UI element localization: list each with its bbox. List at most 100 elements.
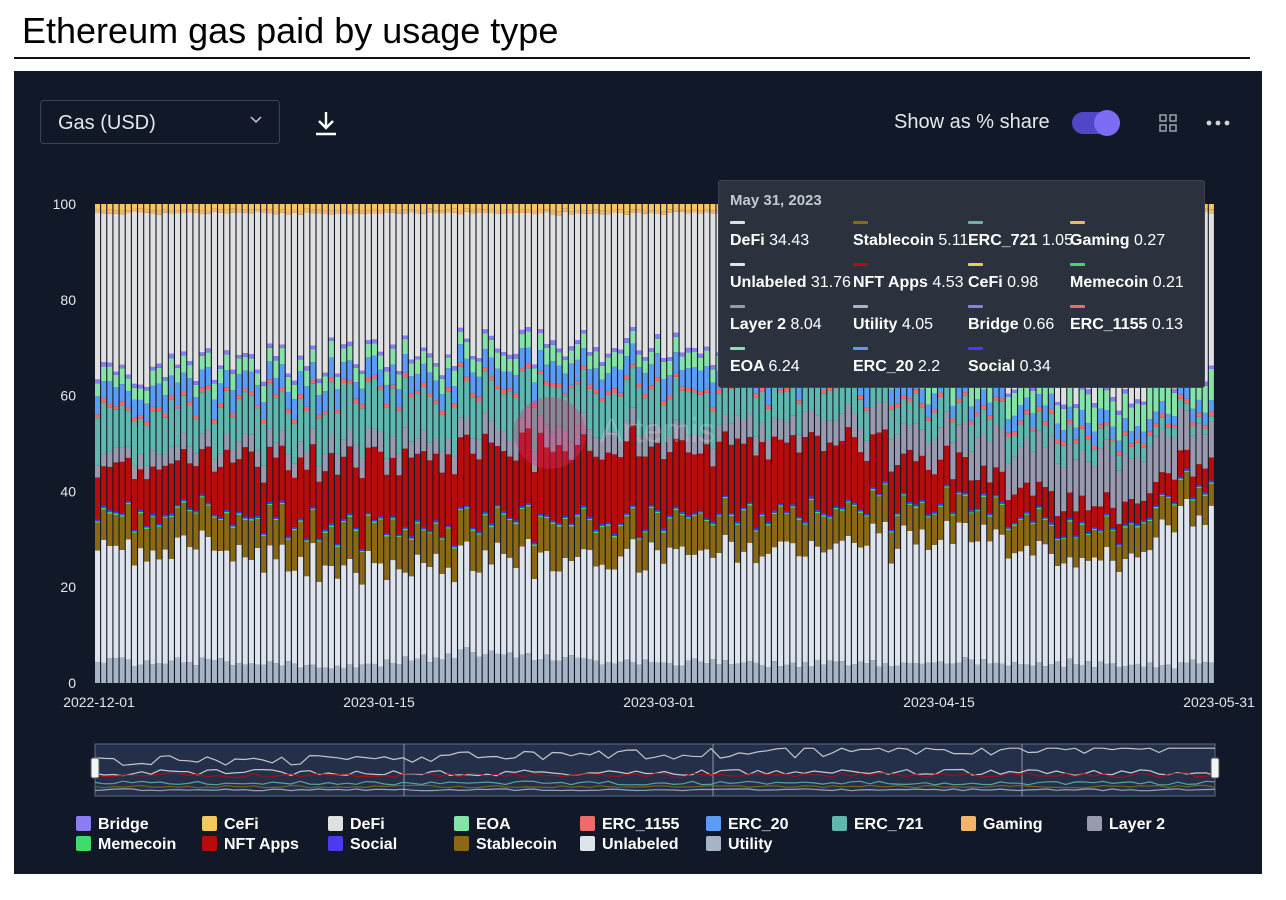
- bar-segment-erc-1155: [236, 395, 242, 399]
- navigator-handle[interactable]: [1210, 757, 1220, 779]
- bar-segment-stablecoin: [895, 516, 901, 549]
- bar-segment-social: [839, 507, 845, 510]
- legend-item[interactable]: EOA: [454, 816, 511, 836]
- bar-segment-utility: [187, 662, 193, 683]
- bar-segment-erc-20: [101, 381, 107, 399]
- bar-segment-cefi: [310, 204, 316, 210]
- bar-segment-layer-2: [279, 430, 285, 446]
- bar-segment-erc-1155: [107, 404, 113, 408]
- bar-segment-erc-20: [451, 386, 457, 404]
- legend-item[interactable]: Layer 2: [1087, 816, 1165, 836]
- bar-segment-memecoin: [907, 503, 913, 505]
- bar-segment-eoa: [950, 386, 956, 406]
- bar-segment-erc-721: [476, 401, 482, 440]
- bar-segment-erc-20: [685, 368, 691, 389]
- bar-segment-erc-721: [144, 425, 150, 466]
- bar-segment-nft-apps: [175, 460, 181, 505]
- bar-segment-cefi: [230, 204, 236, 209]
- bar-segment-cefi: [156, 204, 162, 211]
- bar-segment-erc-1155: [784, 387, 790, 392]
- legend-item[interactable]: Bridge: [76, 816, 149, 836]
- bar-segment-stablecoin: [1122, 527, 1128, 559]
- bar-segment-eoa: [279, 348, 285, 365]
- bar-segment-erc-721: [519, 371, 525, 418]
- bar-segment-memecoin: [1190, 499, 1196, 501]
- legend-item[interactable]: ERC_1155: [580, 816, 679, 836]
- bar-segment-gaming: [347, 211, 353, 215]
- legend-item[interactable]: CeFi: [202, 816, 259, 836]
- bar-segment-erc-20: [679, 370, 685, 387]
- bar-segment-bridge: [685, 347, 691, 353]
- x-tick-label: 2022-12-01: [63, 694, 135, 710]
- navigator-handle[interactable]: [90, 757, 100, 779]
- bar-segment-defi: [150, 213, 156, 367]
- bar-segment-eoa: [636, 354, 642, 367]
- bar-segment-utility: [445, 653, 451, 683]
- bar-segment-social: [538, 513, 544, 516]
- legend-item[interactable]: DeFi: [328, 816, 385, 836]
- bar-segment-erc-20: [162, 395, 168, 415]
- bar-segment-memecoin: [218, 518, 224, 521]
- bar-segment-erc-1155: [913, 389, 919, 394]
- bar-segment-eoa: [562, 359, 568, 374]
- metric-dropdown[interactable]: Gas (USD): [40, 100, 280, 144]
- tooltip-series-label: Stablecoin: [853, 232, 939, 249]
- legend-item[interactable]: Gaming: [961, 816, 1043, 836]
- legend-item[interactable]: Social: [328, 836, 397, 856]
- bar-segment-social: [451, 545, 457, 548]
- bar-segment-layer-2: [802, 411, 808, 438]
- bar-segment-nft-apps: [759, 441, 765, 514]
- bar-segment-memecoin: [1208, 482, 1214, 484]
- bar-segment-erc-20: [661, 378, 667, 401]
- bar-segment-layer-2: [347, 428, 353, 447]
- bar-segment-bridge: [341, 344, 347, 349]
- bar-segment-memecoin: [230, 526, 236, 529]
- bar-segment-eoa: [384, 371, 390, 385]
- legend-item[interactable]: NFT Apps: [202, 836, 299, 856]
- bar-segment-bridge: [138, 384, 144, 389]
- bar-segment-stablecoin: [667, 518, 673, 548]
- bar-segment-eoa: [415, 359, 421, 375]
- bar-segment-erc-1155: [1104, 422, 1110, 426]
- bar-segment-nft-apps: [685, 452, 691, 516]
- bar-segment-erc-721: [747, 383, 753, 414]
- more-icon[interactable]: [1205, 114, 1231, 132]
- legend-item[interactable]: Stablecoin: [454, 836, 557, 856]
- bar-segment-social: [802, 521, 808, 524]
- bar-segment-utility: [845, 665, 851, 683]
- bar-segment-bridge: [248, 354, 254, 359]
- bar-segment-utility: [507, 652, 513, 683]
- legend-item[interactable]: ERC_721: [832, 816, 923, 836]
- bar-segment-gaming: [187, 209, 193, 213]
- tooltip-swatch: [968, 221, 983, 224]
- download-icon[interactable]: [312, 109, 340, 137]
- share-toggle[interactable]: [1072, 110, 1120, 136]
- legend-item[interactable]: ERC_20: [706, 816, 788, 836]
- bar-segment-nft-apps: [525, 428, 531, 504]
- bar-segment-defi: [261, 212, 267, 382]
- share-toggle-label: Show as % share: [894, 111, 1050, 133]
- bar-segment-defi: [550, 214, 556, 341]
- bar-segment-bridge: [298, 355, 304, 360]
- bar-segment-layer-2: [642, 434, 648, 457]
- bar-segment-utility: [728, 664, 734, 683]
- bar-segment-erc-20: [698, 370, 704, 392]
- legend-item[interactable]: Memecoin: [76, 836, 176, 856]
- bar-segment-erc-1155: [224, 387, 230, 391]
- bar-segment-unlabeled: [156, 559, 162, 664]
- bar-segment-layer-2: [322, 453, 328, 472]
- bar-segment-stablecoin: [685, 518, 691, 555]
- bar-segment-erc-1155: [1024, 410, 1030, 415]
- bar-segment-nft-apps: [882, 429, 888, 482]
- bar-segment-eoa: [353, 367, 359, 383]
- legend-item[interactable]: Utility: [706, 836, 772, 856]
- bar-segment-memecoin: [125, 502, 131, 505]
- legend-item[interactable]: Unlabeled: [580, 836, 678, 856]
- bar-segment-unlabeled: [1153, 537, 1159, 668]
- bar-segment-stablecoin: [956, 494, 962, 523]
- bar-segment-stablecoin: [525, 506, 531, 539]
- bar-segment-unlabeled: [1042, 544, 1048, 667]
- bar-segment-gaming: [408, 209, 414, 213]
- bar-segment-unlabeled: [968, 542, 974, 660]
- grid-icon[interactable]: [1159, 114, 1177, 132]
